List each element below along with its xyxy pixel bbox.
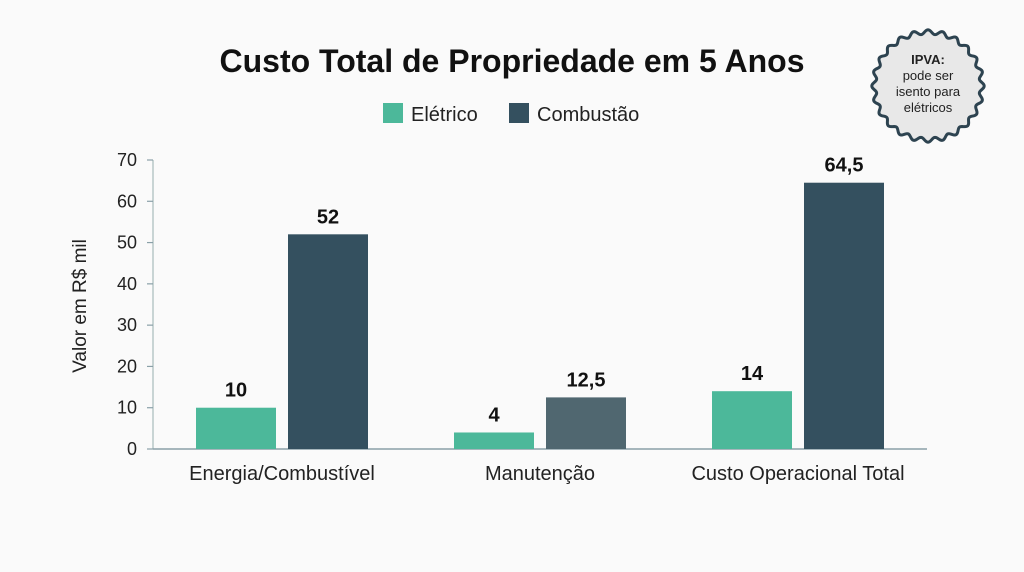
bar-eletrico: [196, 407, 276, 449]
data-label: 12,5: [567, 369, 606, 391]
bar-combustao: [804, 182, 884, 449]
legend-swatch-combustao: [509, 103, 529, 123]
category-labels: Energia/Combustível Manutenção Custo Opera…: [189, 463, 904, 485]
badge-line-3: elétricos: [904, 100, 953, 115]
y-tick-label: 30: [117, 315, 137, 335]
badge-title: IPVA:: [911, 52, 945, 67]
legend-swatch-eletrico: [383, 103, 403, 123]
data-label: 64,5: [825, 155, 864, 177]
badge-seal-shape: [870, 28, 986, 144]
data-label: 14: [741, 363, 764, 385]
bars: 10 52 4 12,5 14 64,5: [196, 155, 884, 449]
bar-combustao: [288, 234, 368, 449]
category-label: Manutenção: [485, 463, 595, 485]
category-label: Energia/Combustível: [189, 463, 375, 485]
y-axis-label: Valor em R$ mil: [70, 239, 91, 373]
ipva-badge: IPVA: pode ser isento para elétricos: [870, 28, 986, 144]
y-ticks: 0 10 20 30 40 50 60 70: [117, 150, 153, 459]
y-tick-label: 70: [117, 150, 137, 170]
badge-line-1: pode ser: [903, 68, 954, 83]
legend: Elétrico Combustão: [383, 103, 639, 126]
y-tick-label: 20: [117, 356, 137, 376]
legend-label-combustao: Combustão: [537, 104, 639, 126]
bar-combustao: [546, 397, 626, 449]
bar-eletrico: [454, 432, 534, 449]
y-tick-label: 10: [117, 398, 137, 418]
data-label: 52: [317, 206, 339, 228]
badge-line-2: isento para: [896, 84, 961, 99]
y-tick-label: 0: [127, 439, 137, 459]
legend-label-eletrico: Elétrico: [411, 104, 478, 126]
data-label: 10: [225, 380, 247, 402]
y-tick-label: 40: [117, 274, 137, 294]
category-label: Custo Operacional Total: [691, 463, 904, 485]
y-tick-label: 60: [117, 191, 137, 211]
data-label: 4: [488, 404, 500, 426]
chart-title: Custo Total de Propriedade em 5 Anos: [220, 43, 805, 79]
y-tick-label: 50: [117, 233, 137, 253]
bar-eletrico: [712, 391, 792, 449]
